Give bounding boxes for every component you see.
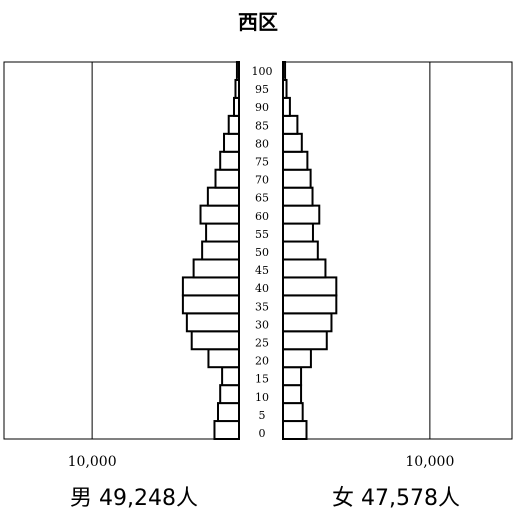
male-bar-55-59 — [205, 222, 241, 243]
age-label-0: 0 — [259, 427, 266, 440]
male-bar-85-89 — [227, 114, 240, 135]
female-bar-65-69 — [282, 186, 314, 207]
male-bar-30-34 — [185, 312, 240, 333]
female-bar-70-74 — [282, 168, 312, 189]
age-label-45: 45 — [255, 264, 269, 277]
male-bar-95-99 — [234, 78, 241, 99]
female-bar-20-24 — [282, 348, 312, 369]
female-bar-60-64 — [282, 204, 321, 225]
age-label-90: 90 — [255, 101, 269, 114]
chart-title: 西区 — [238, 10, 278, 34]
age-label-55: 55 — [255, 228, 269, 241]
male-bar-45-49 — [192, 258, 241, 279]
female-bar-75-79 — [282, 150, 309, 171]
female-bar-95-99 — [282, 78, 288, 99]
male-bar-50-54 — [201, 240, 240, 261]
female-bar-45-49 — [282, 258, 327, 279]
male-bar-20-24 — [207, 348, 240, 369]
male-bar-40-44 — [181, 276, 241, 297]
age-label-35: 35 — [255, 300, 269, 313]
age-label-15: 15 — [255, 373, 269, 386]
female-x-tick-label: 10,000 — [405, 454, 454, 470]
female-bar-5-9 — [282, 402, 304, 423]
male-bar-5-9 — [216, 402, 240, 423]
male-bar-10-14 — [219, 384, 240, 405]
female-bar-80-84 — [282, 132, 303, 153]
female-bar-90-94 — [282, 96, 291, 117]
male-bar-0-4 — [213, 420, 241, 440]
female-bar-15-19 — [282, 366, 303, 387]
female-bar-85-89 — [282, 114, 299, 135]
female-bar-25-29 — [282, 330, 328, 351]
female-bar-50-54 — [282, 240, 319, 261]
female-bar-40-44 — [282, 276, 338, 297]
male-bar-90-94 — [233, 96, 241, 117]
age-label-30: 30 — [255, 318, 269, 331]
x-tick-labels: 10,000 10,000 — [68, 454, 455, 470]
age-label-85: 85 — [255, 119, 269, 132]
age-label-65: 65 — [255, 192, 269, 205]
female-bar-35-39 — [282, 294, 338, 315]
age-label-70: 70 — [255, 174, 269, 187]
female-bar-0-4 — [282, 420, 308, 440]
age-label-75: 75 — [255, 156, 269, 169]
female-total-label: 女 47,578人 — [332, 486, 460, 511]
female-bar-30-34 — [282, 312, 333, 333]
female-bar-100+ — [282, 61, 287, 81]
age-label-60: 60 — [255, 210, 269, 223]
male-x-tick-label: 10,000 — [68, 454, 117, 470]
male-bar-35-39 — [181, 294, 241, 315]
age-label-5: 5 — [259, 409, 266, 422]
age-label-10: 10 — [255, 391, 269, 404]
female-bar-55-59 — [282, 222, 314, 243]
male-bar-15-19 — [221, 366, 240, 387]
male-bar-100+ — [235, 61, 241, 81]
male-bar-75-79 — [219, 150, 240, 171]
age-label-40: 40 — [255, 282, 269, 295]
bar-marks — [181, 61, 338, 440]
female-bar-10-14 — [282, 384, 303, 405]
age-label-50: 50 — [255, 246, 269, 259]
age-label-20: 20 — [255, 355, 269, 368]
male-bar-60-64 — [199, 204, 241, 225]
male-bar-25-29 — [190, 330, 241, 351]
male-bar-80-84 — [223, 132, 241, 153]
age-label-80: 80 — [255, 137, 269, 150]
age-label-25: 25 — [255, 337, 269, 350]
age-label-95: 95 — [255, 83, 269, 96]
age-axis-labels: 1009590858075706560555045403530252015105… — [252, 65, 273, 440]
male-bar-65-69 — [206, 186, 241, 207]
male-total-label: 男 49,248人 — [70, 486, 198, 511]
age-label-100: 100 — [252, 65, 273, 78]
male-bar-70-74 — [214, 168, 240, 189]
